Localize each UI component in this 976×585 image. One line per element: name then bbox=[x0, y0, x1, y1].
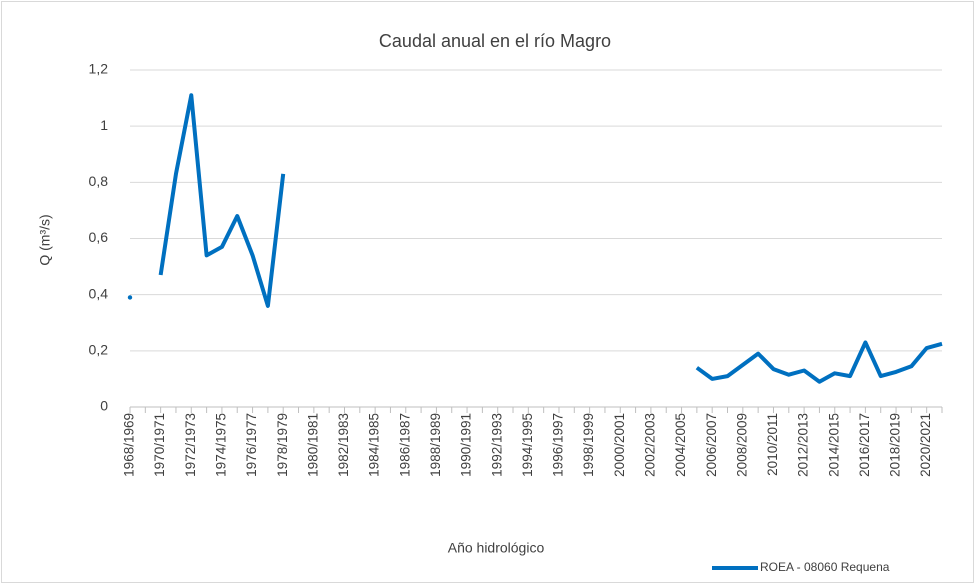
x-tick-label: 1998/1999 bbox=[581, 413, 596, 477]
x-tick-label: 1988/1989 bbox=[428, 413, 443, 477]
x-tick-label: 1970/1971 bbox=[152, 413, 167, 477]
x-tick-label: 1992/1993 bbox=[489, 413, 504, 477]
x-tick-label: 2014/2015 bbox=[826, 413, 841, 477]
line-series bbox=[158, 93, 286, 308]
x-tick-label: 2020/2021 bbox=[918, 413, 933, 477]
x-tick-label: 1986/1987 bbox=[397, 413, 412, 477]
x-tick-label: 2016/2017 bbox=[857, 413, 872, 477]
chart-title: Caudal anual en el río Magro bbox=[379, 31, 611, 51]
x-tick-label: 1996/1997 bbox=[551, 413, 566, 477]
x-tick-label: 2012/2013 bbox=[796, 413, 811, 477]
x-tick-label: 1994/1995 bbox=[520, 413, 535, 477]
y-tick-label: 0,8 bbox=[89, 173, 109, 189]
y-tick-label: 1,2 bbox=[89, 61, 109, 77]
y-axis-label: Q (m³/s) bbox=[37, 214, 53, 265]
line-series bbox=[695, 340, 943, 384]
y-tick-label: 0,2 bbox=[89, 342, 109, 358]
x-tick-label: 2010/2011 bbox=[765, 413, 780, 476]
x-axis-label: Año hidrológico bbox=[448, 540, 545, 556]
x-tick-label: 2006/2007 bbox=[704, 413, 719, 477]
x-tick-label: 1974/1975 bbox=[213, 413, 228, 477]
x-tick-label: 2018/2019 bbox=[888, 413, 903, 477]
x-tick-label: 1980/1981 bbox=[305, 413, 320, 477]
x-tick-label: 2002/2003 bbox=[642, 413, 657, 477]
y-tick-label: 0,4 bbox=[89, 285, 109, 301]
x-tick-label: 2004/2005 bbox=[673, 413, 688, 477]
y-tick-label: 1 bbox=[100, 117, 108, 133]
line-point bbox=[127, 295, 133, 300]
x-tick-label: 1976/1977 bbox=[244, 413, 259, 477]
x-tick-label: 2008/2009 bbox=[734, 413, 749, 477]
x-tick-label: 1982/1983 bbox=[336, 413, 351, 477]
x-tick-label: 1984/1985 bbox=[367, 413, 382, 477]
x-tick-label: 1968/1969 bbox=[122, 413, 137, 477]
x-tick-label: 1978/1979 bbox=[275, 413, 290, 477]
y-tick-label: 0,6 bbox=[89, 229, 109, 245]
x-tick-label: 2000/2001 bbox=[612, 413, 627, 477]
x-tick-label: 1972/1973 bbox=[183, 413, 198, 477]
x-tick-label: 1990/1991 bbox=[459, 413, 474, 477]
y-tick-label: 0 bbox=[100, 398, 108, 414]
legend-label: ROEA - 08060 Requena bbox=[760, 560, 890, 574]
